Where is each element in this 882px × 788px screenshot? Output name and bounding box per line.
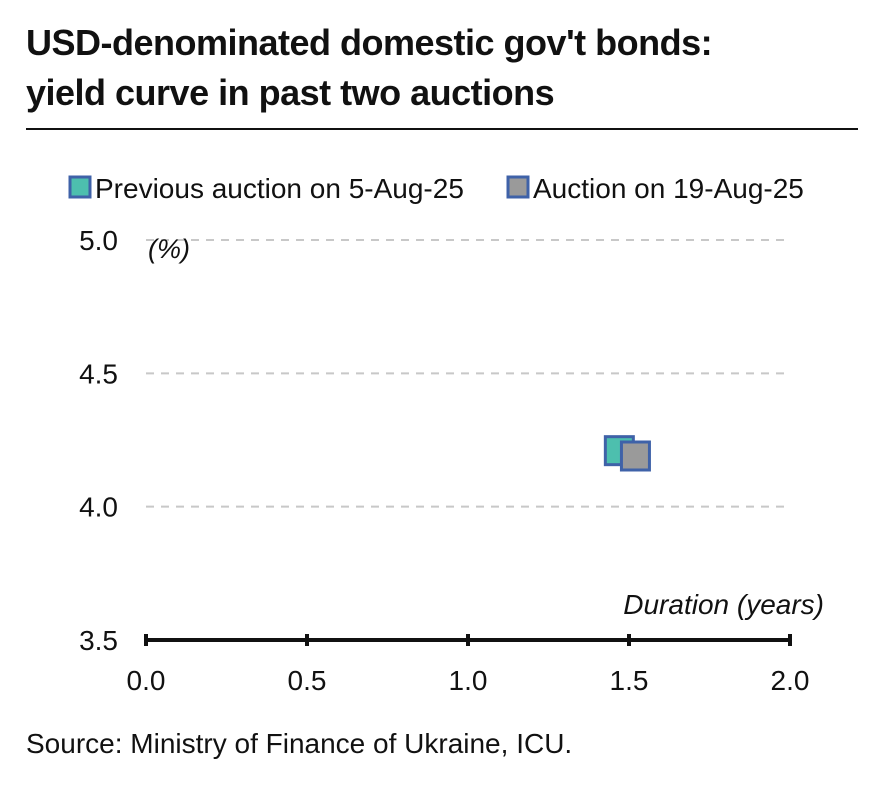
- y-tick-label: 4.0: [79, 492, 118, 523]
- legend-label-2: Auction on 19-Aug-25: [533, 173, 804, 204]
- axis-labels: (%) Duration (years): [148, 234, 824, 620]
- chart-points: [603, 435, 651, 472]
- y-tick-label: 5.0: [79, 225, 118, 256]
- source-note: Source: Ministry of Finance of Ukraine, …: [26, 728, 573, 759]
- x-tick-label: 0.5: [288, 665, 327, 696]
- x-tick-label: 2.0: [771, 665, 810, 696]
- chart-legend: Previous auction on 5-Aug-25 Auction on 1…: [68, 173, 804, 204]
- page-title: USD-denominated domestic gov't bonds: yi…: [26, 18, 866, 118]
- x-tick-label: 1.5: [610, 665, 649, 696]
- y-tick-label: 4.5: [79, 358, 118, 389]
- x-axis-label: Duration (years): [623, 589, 824, 620]
- page-title-line-1: USD-denominated domestic gov't bonds:: [26, 22, 713, 63]
- chart-gridlines: [146, 239, 786, 508]
- x-tick-label: 1.0: [449, 665, 488, 696]
- y-axis-ticks: 5.0 4.5 4.0 3.5: [79, 225, 118, 656]
- y-axis-label: (%): [148, 234, 190, 264]
- y-tick-label: 3.5: [79, 625, 118, 656]
- x-axis: 0.0 0.5 1.0 1.5 2.0: [127, 634, 810, 696]
- title-divider: [26, 128, 858, 130]
- legend-swatch-2: [506, 175, 530, 199]
- page-title-line-2: yield curve in past two auctions: [26, 72, 555, 113]
- data-point-series-2: [619, 440, 651, 472]
- legend-label-1: Previous auction on 5-Aug-25: [95, 173, 464, 204]
- legend-swatch-1: [68, 175, 92, 199]
- x-tick-label: 0.0: [127, 665, 166, 696]
